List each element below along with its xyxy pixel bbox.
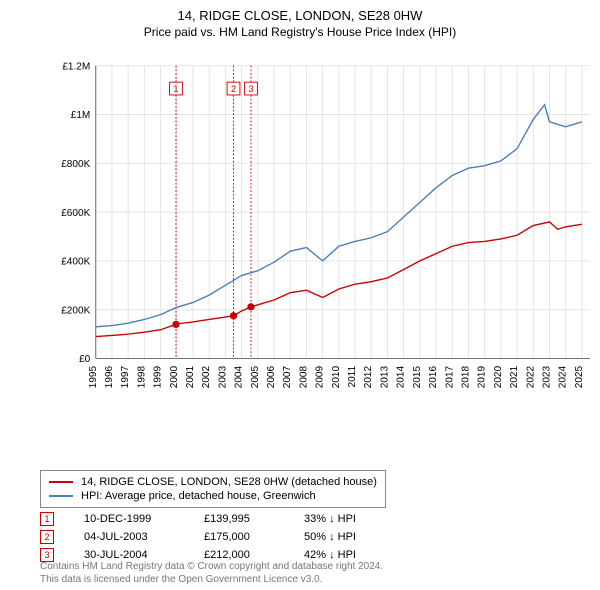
legend-row: 14, RIDGE CLOSE, LONDON, SE28 0HW (detac… xyxy=(49,475,377,489)
x-tick-label: 2023 xyxy=(541,365,552,388)
y-tick-label: £1M xyxy=(71,110,91,121)
attribution-line: Contains HM Land Registry data © Crown c… xyxy=(40,560,383,573)
x-tick-label: 2000 xyxy=(169,365,180,388)
x-tick-label: 2014 xyxy=(396,365,407,388)
x-tick-label: 2008 xyxy=(298,365,309,388)
x-tick-label: 2009 xyxy=(315,365,326,388)
x-tick-label: 2002 xyxy=(201,365,212,388)
chart-title: 14, RIDGE CLOSE, LONDON, SE28 0HW xyxy=(0,0,600,23)
sale-row-marker: 2 xyxy=(40,530,54,544)
x-tick-label: 2025 xyxy=(574,365,585,388)
x-tick-label: 2016 xyxy=(428,365,439,388)
y-tick-label: £1.2M xyxy=(62,61,90,72)
x-tick-label: 2021 xyxy=(509,365,520,388)
legend-label: HPI: Average price, detached house, Gree… xyxy=(81,490,316,502)
sale-row-diff: 33% ↓ HPI xyxy=(304,513,404,525)
chart-container: 14, RIDGE CLOSE, LONDON, SE28 0HW Price … xyxy=(0,0,600,590)
y-tick-label: £200K xyxy=(61,305,90,316)
legend-swatch xyxy=(49,481,73,483)
x-tick-label: 2010 xyxy=(331,365,342,388)
x-tick-label: 2003 xyxy=(217,365,228,388)
sale-marker-num: 2 xyxy=(231,84,236,94)
y-tick-label: £600K xyxy=(61,208,90,219)
sale-row-marker: 1 xyxy=(40,512,54,526)
x-tick-label: 1997 xyxy=(120,365,131,388)
sale-row-date: 04-JUL-2003 xyxy=(84,531,204,543)
sale-row: 2 04-JUL-2003£175,00050% ↓ HPI xyxy=(40,528,404,546)
sale-row-price: £175,000 xyxy=(204,531,304,543)
y-tick-label: £400K xyxy=(61,257,90,268)
legend-box: 14, RIDGE CLOSE, LONDON, SE28 0HW (detac… xyxy=(40,470,386,508)
sales-table: 1 10-DEC-1999£139,99533% ↓ HPI 2 04-JUL-200… xyxy=(40,510,404,564)
x-tick-label: 2015 xyxy=(412,365,423,388)
sale-marker-num: 3 xyxy=(248,84,253,94)
x-tick-label: 2018 xyxy=(460,365,471,388)
x-tick-label: 2022 xyxy=(525,365,536,388)
x-tick-label: 2017 xyxy=(444,365,455,388)
legend-swatch xyxy=(49,495,73,497)
sale-row-price: £139,995 xyxy=(204,513,304,525)
y-tick-label: £0 xyxy=(79,354,91,365)
sale-row: 1 10-DEC-1999£139,99533% ↓ HPI xyxy=(40,510,404,528)
x-tick-label: 2005 xyxy=(250,365,261,388)
chart-subtitle: Price paid vs. HM Land Registry's House … xyxy=(0,23,600,39)
chart-area: £0 £200K £400K £600K £800K £1M £1.2M 1995 1996 19… xyxy=(50,50,590,420)
x-tick-label: 1995 xyxy=(88,365,99,388)
attribution-text: Contains HM Land Registry data © Crown c… xyxy=(40,560,383,586)
y-tick-label: £800K xyxy=(61,159,90,170)
legend-label: 14, RIDGE CLOSE, LONDON, SE28 0HW (detac… xyxy=(81,476,377,488)
x-tick-label: 1996 xyxy=(104,365,115,388)
x-tick-label: 2006 xyxy=(266,365,277,388)
line-chart-svg: £0 £200K £400K £600K £800K £1M £1.2M 1995 1996 19… xyxy=(50,50,590,420)
x-tick-label: 2001 xyxy=(185,365,196,388)
x-tick-label: 2019 xyxy=(477,365,488,388)
x-tick-label: 2004 xyxy=(234,365,245,388)
x-tick-label: 2011 xyxy=(347,365,358,387)
x-tick-label: 2024 xyxy=(558,365,569,388)
sale-marker-num: 1 xyxy=(173,84,178,94)
x-tick-label: 2020 xyxy=(493,365,504,388)
attribution-line: This data is licensed under the Open Gov… xyxy=(40,573,383,586)
x-tick-label: 2013 xyxy=(379,365,390,388)
sale-row-date: 10-DEC-1999 xyxy=(84,513,204,525)
sale-row-diff: 50% ↓ HPI xyxy=(304,531,404,543)
x-tick-label: 2007 xyxy=(282,365,293,388)
legend-row: HPI: Average price, detached house, Gree… xyxy=(49,489,377,503)
x-tick-label: 1999 xyxy=(153,365,164,388)
x-tick-label: 2012 xyxy=(363,365,374,388)
x-tick-label: 1998 xyxy=(136,365,147,388)
